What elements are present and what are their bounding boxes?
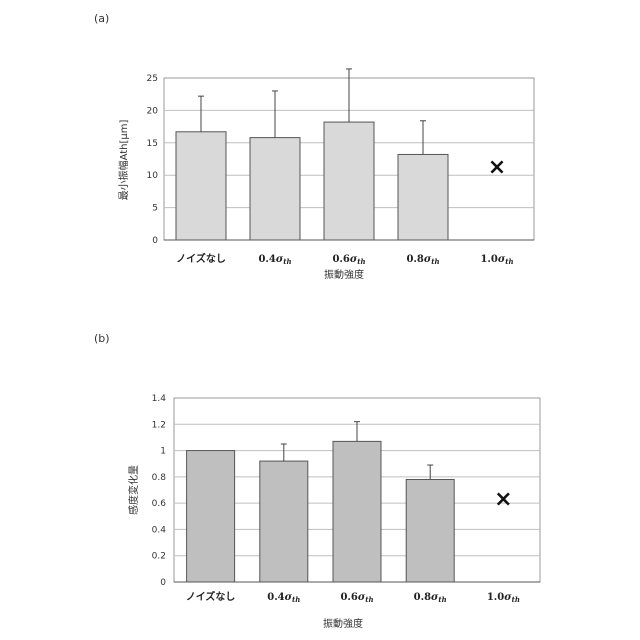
x-tick-label: ノイズなし — [176, 252, 226, 265]
chart-panel-a: (a) 0 5 10 15 20 25 × ノイズなし 0.4σth 0.6σth 0.8σth… — [94, 12, 534, 281]
x-tick-label: 0.6σth — [340, 592, 373, 604]
y-tick-label: 0.4 — [152, 525, 167, 535]
missing-marker: × — [494, 487, 512, 512]
y-tick-label: 20 — [147, 106, 159, 116]
x-axis-title-a: 振動強度 — [324, 268, 364, 281]
bar — [250, 138, 300, 240]
y-axis-title-a: 最小振幅Ath[μm] — [117, 119, 130, 200]
panel-b-label: (b) — [94, 332, 110, 345]
y-ticks-b: 0 0.2 0.4 0.6 0.8 1 1.2 1.4 — [152, 394, 167, 588]
y-tick-label: 0 — [152, 236, 158, 246]
y-tick-label: 1.2 — [152, 420, 166, 430]
x-tick-label: 0.6σth — [332, 254, 365, 266]
x-tick-label: 1.0σth — [487, 592, 520, 604]
bar — [324, 122, 374, 240]
x-tick-label: ノイズなし — [186, 590, 236, 603]
y-tick-label: 0.6 — [152, 499, 167, 509]
y-axis-title-b: 感度変化量 — [127, 465, 140, 515]
x-tick-label: 0.8σth — [414, 592, 447, 604]
y-tick-label: 0.2 — [152, 552, 166, 562]
x-tick-labels-a: ノイズなし 0.4σth 0.6σth 0.8σth 1.0σth — [176, 252, 513, 266]
y-ticks-a: 0 5 10 15 20 25 — [147, 74, 159, 246]
y-tick-label: 0.8 — [152, 473, 167, 483]
bar — [398, 154, 448, 240]
y-tick-label: 1 — [160, 447, 166, 457]
x-tick-label: 1.0σth — [480, 254, 513, 266]
y-tick-label: 15 — [147, 139, 158, 149]
y-tick-label: 10 — [147, 171, 159, 181]
y-tick-label: 0 — [160, 578, 166, 588]
bar — [333, 441, 381, 582]
chart-panel-b: (b) 0 0.2 0.4 0.6 0.8 1 1.2 1.4 × ノイズなし 0.4σth 0.… — [94, 332, 540, 630]
missing-marker: × — [488, 155, 506, 180]
bar — [187, 451, 235, 582]
y-tick-label: 5 — [152, 204, 158, 214]
x-tick-label: 0.8σth — [406, 254, 439, 266]
x-tick-label: 0.4σth — [267, 592, 300, 604]
y-tick-label: 25 — [147, 74, 158, 84]
x-axis-title-b: 振動強度 — [323, 617, 363, 630]
bar — [406, 479, 454, 582]
y-tick-label: 1.4 — [152, 394, 167, 404]
x-tick-labels-b: ノイズなし 0.4σth 0.6σth 0.8σth 1.0σth — [186, 590, 520, 604]
x-tick-label: 0.4σth — [258, 254, 291, 266]
panel-a-label: (a) — [94, 12, 109, 25]
bar — [176, 132, 226, 240]
bar — [260, 461, 308, 582]
